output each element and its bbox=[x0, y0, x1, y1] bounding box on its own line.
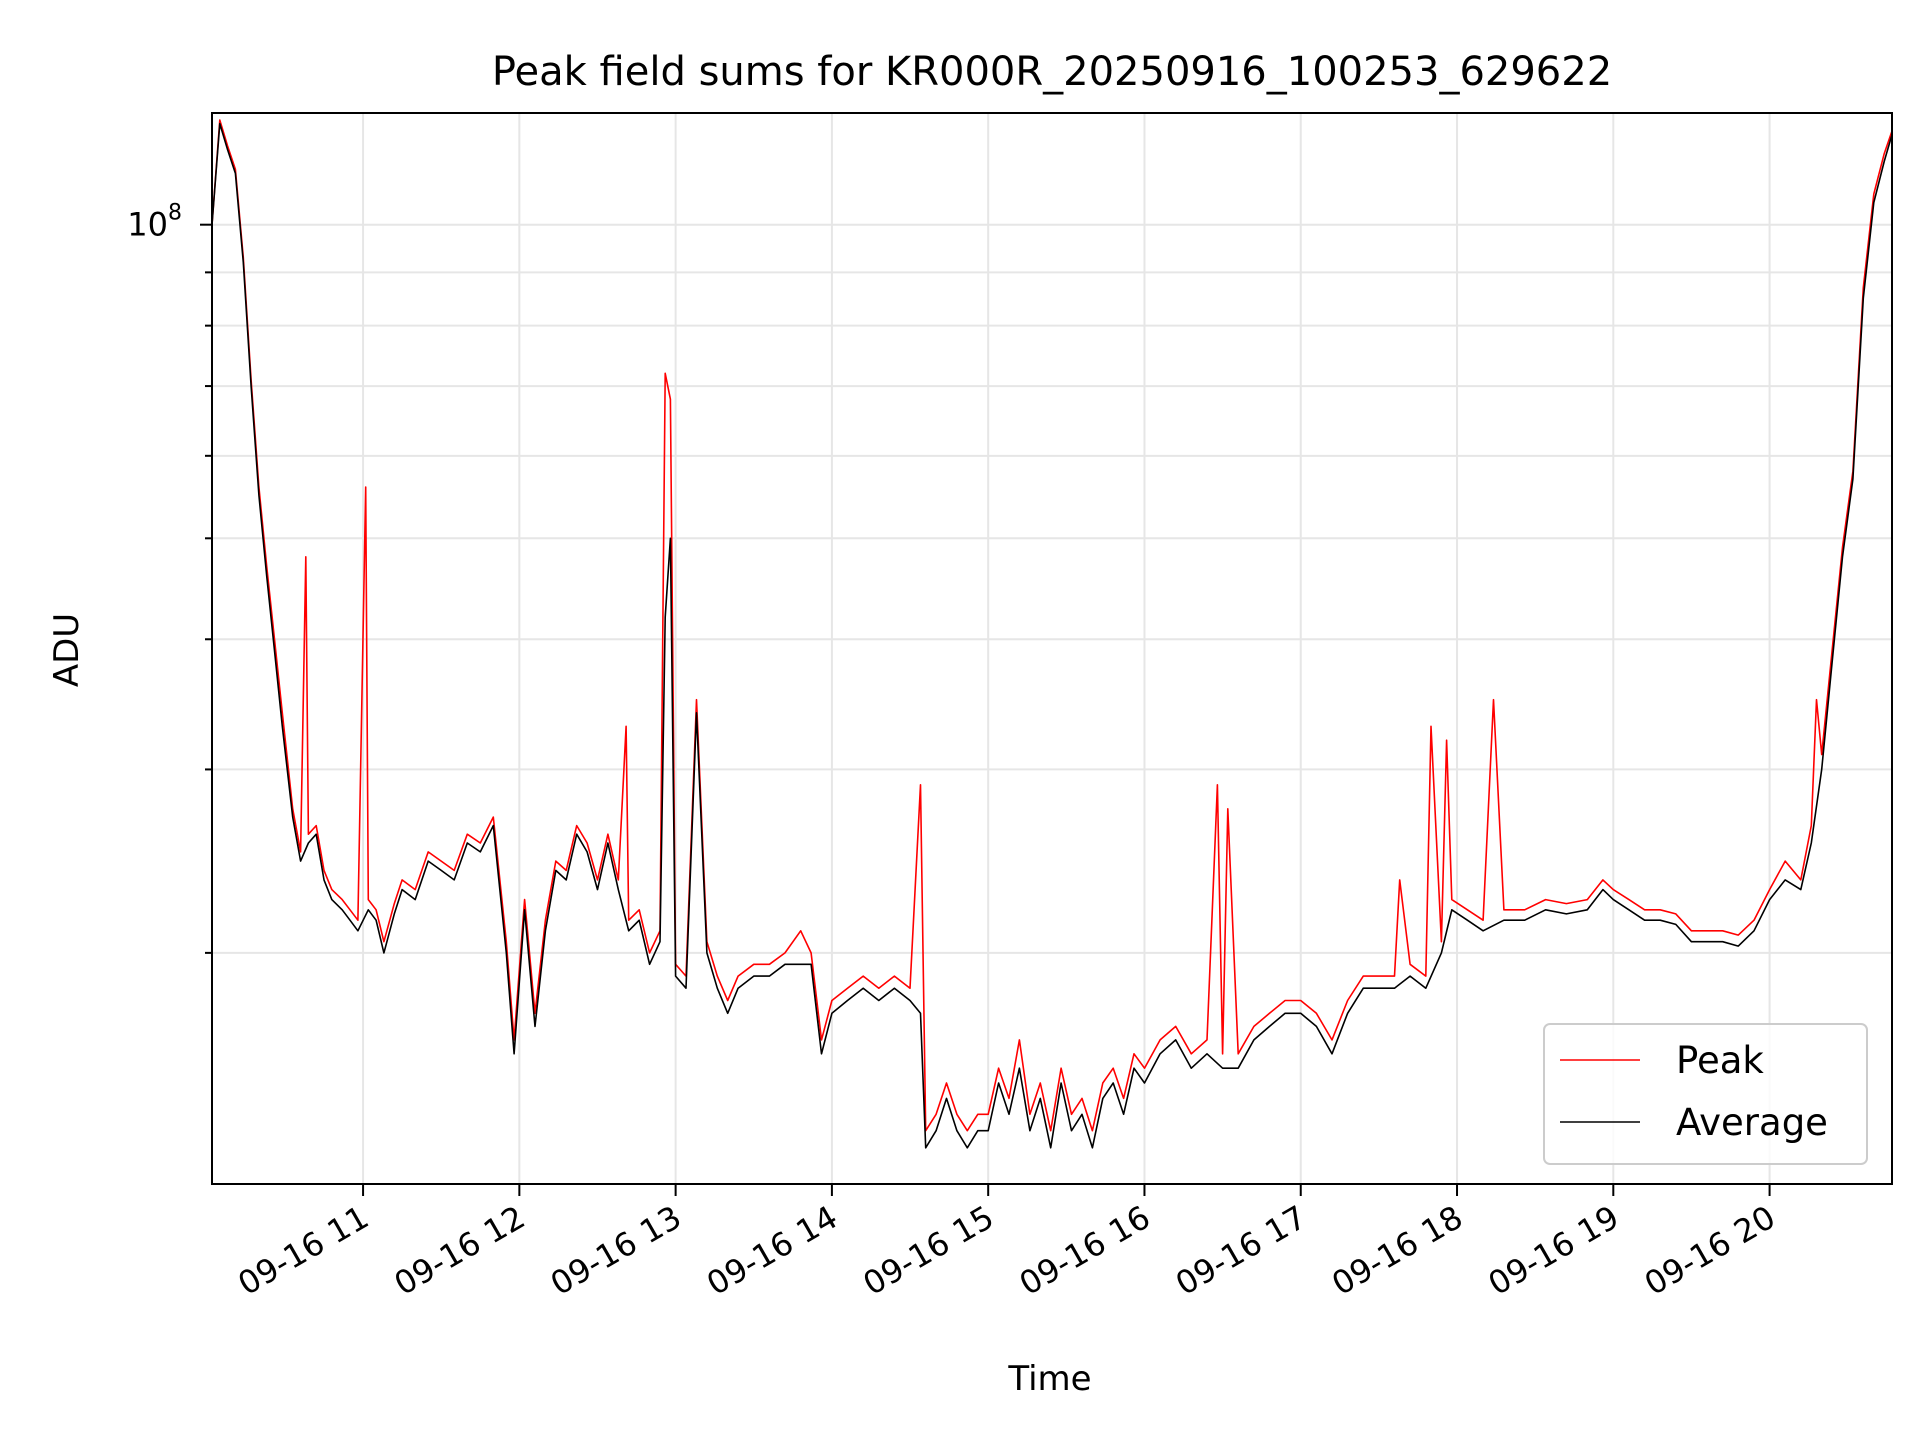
y-tick-label-exponent: 8 bbox=[168, 201, 182, 226]
legend: Peak Average bbox=[1543, 1023, 1868, 1165]
series-line-average bbox=[211, 122, 1893, 1149]
y-axis-label: ADU bbox=[47, 613, 87, 687]
series-line-peak bbox=[211, 119, 1893, 1132]
chart-title: Peak field sums for KR000R_20250916_1002… bbox=[492, 49, 1612, 95]
x-axis-label: Time bbox=[1007, 1359, 1091, 1399]
series-layer bbox=[211, 119, 1893, 1149]
legend-box bbox=[1543, 1023, 1868, 1165]
y-tick-label: 108 bbox=[127, 201, 182, 244]
plot-frame bbox=[211, 112, 1893, 1185]
y-axis: 108 bbox=[127, 201, 212, 954]
legend-label-peak: Peak bbox=[1676, 1039, 1764, 1082]
y-tick-label-base: 10 bbox=[127, 206, 168, 244]
grid-layer bbox=[212, 113, 1892, 1184]
legend-label-average: Average bbox=[1676, 1101, 1828, 1144]
